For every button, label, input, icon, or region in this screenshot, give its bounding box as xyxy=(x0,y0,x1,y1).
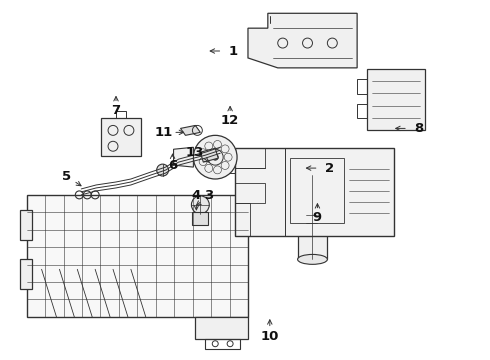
Polygon shape xyxy=(20,210,32,239)
Polygon shape xyxy=(180,125,200,135)
Bar xyxy=(367,69,425,130)
Text: 8: 8 xyxy=(414,122,423,135)
Polygon shape xyxy=(235,148,394,235)
Text: 13: 13 xyxy=(185,146,203,159)
Ellipse shape xyxy=(297,255,327,264)
Text: 9: 9 xyxy=(313,211,322,224)
Polygon shape xyxy=(193,212,208,225)
Ellipse shape xyxy=(297,170,327,180)
Text: 2: 2 xyxy=(325,162,334,175)
Polygon shape xyxy=(173,147,194,167)
Circle shape xyxy=(194,135,237,179)
Text: 1: 1 xyxy=(228,45,238,58)
Polygon shape xyxy=(200,148,218,162)
Bar xyxy=(290,158,344,223)
Circle shape xyxy=(157,164,169,176)
Text: 11: 11 xyxy=(154,126,173,139)
Text: 6: 6 xyxy=(168,159,177,172)
Polygon shape xyxy=(248,13,357,68)
Polygon shape xyxy=(26,195,248,317)
Circle shape xyxy=(212,154,218,160)
Text: 4: 4 xyxy=(192,189,201,202)
Bar xyxy=(297,175,327,260)
Text: 7: 7 xyxy=(111,104,121,117)
Text: 3: 3 xyxy=(204,189,213,202)
Polygon shape xyxy=(20,260,32,289)
Text: 10: 10 xyxy=(261,330,279,343)
Text: 5: 5 xyxy=(62,170,71,183)
Bar xyxy=(101,118,141,156)
Polygon shape xyxy=(290,160,335,173)
Text: 12: 12 xyxy=(221,114,239,127)
Polygon shape xyxy=(196,317,248,339)
Circle shape xyxy=(192,196,209,214)
